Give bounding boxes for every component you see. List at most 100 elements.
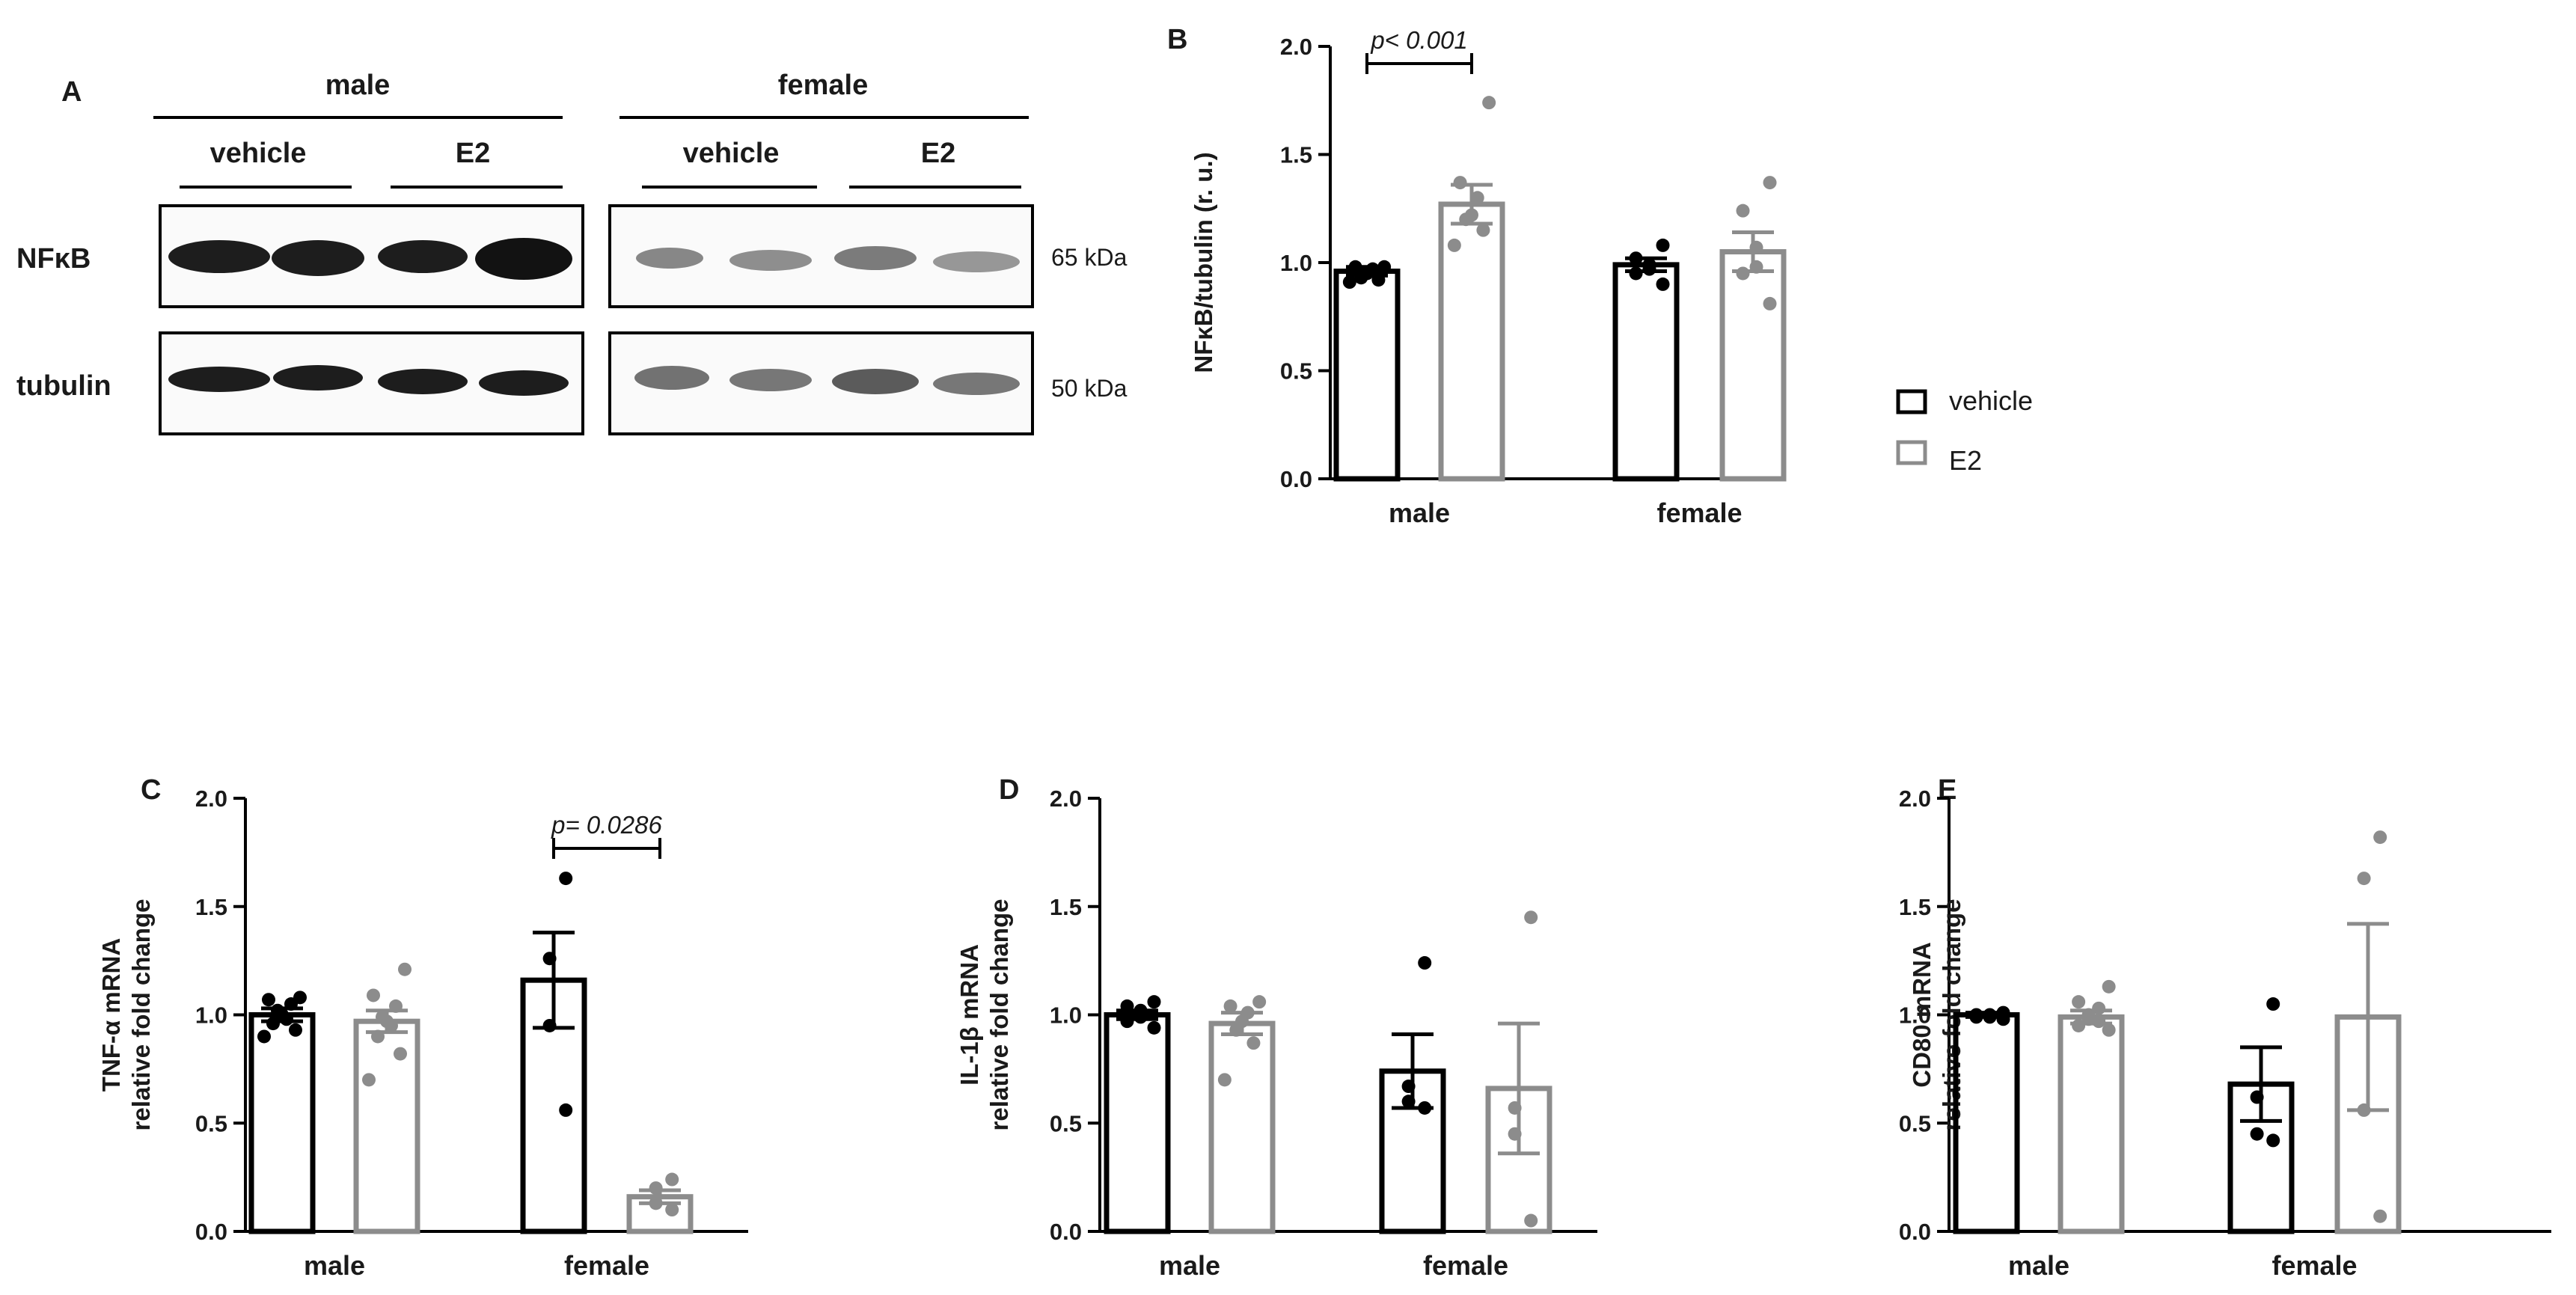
x-tick-label-female: female <box>564 1250 649 1281</box>
y-tick-label: 0.5 <box>1050 1110 1082 1136</box>
data-point <box>266 1017 280 1031</box>
data-point <box>559 1103 573 1117</box>
band-nfkb-male-e2-2 <box>475 238 572 280</box>
data-point <box>289 1023 302 1037</box>
y-axis-label: NFκB/tubulin (r. u.) <box>1190 152 1217 373</box>
y-axis-label-line: IL-1β mRNA <box>955 944 983 1086</box>
x-tick-label-male: male <box>1389 498 1450 528</box>
nfkb-row-label: NFκB <box>16 243 91 275</box>
data-point <box>2266 997 2280 1011</box>
x-tick-label-female: female <box>1423 1250 1508 1281</box>
male-e2-label: E2 <box>456 138 490 169</box>
data-point <box>257 1029 271 1044</box>
data-point <box>2373 830 2387 845</box>
data-point <box>1459 212 1473 227</box>
band-tub-female-vehicle-2 <box>729 369 812 391</box>
data-point <box>2250 1127 2264 1141</box>
data-point <box>1524 910 1538 925</box>
panel-label: D <box>999 774 1019 806</box>
data-point <box>1453 176 1467 190</box>
data-point <box>1348 260 1362 274</box>
data-point <box>394 1047 407 1061</box>
y-tick-label: 0.5 <box>1280 358 1312 385</box>
data-point <box>1377 260 1392 274</box>
y-axis-label-line: CD80 mRNA <box>1908 942 1936 1087</box>
x-tick-label-female: female <box>2271 1250 2357 1281</box>
chart-e: E 0.0 0.5 1.0 1.5 2.0 CD80 mRNArelative fold c… <box>1899 774 2551 1281</box>
data-point <box>1217 1073 1232 1087</box>
y-axis-label-line: relative fold change <box>127 899 155 1131</box>
data-point <box>1401 1080 1416 1094</box>
data-point <box>1147 1020 1161 1035</box>
y-tick-label: 0.0 <box>195 1219 227 1245</box>
data-point <box>1656 238 1670 252</box>
band-nfkb-female-e2-2 <box>933 251 1020 272</box>
legend-label-e2: E2 <box>1949 445 1982 476</box>
band-nfkb-female-vehicle-1 <box>636 248 703 269</box>
bar-e2-male <box>2058 1014 2125 1234</box>
data-point <box>1418 1100 1432 1115</box>
data-point <box>2102 1023 2116 1037</box>
data-point <box>1147 995 1161 1009</box>
y-tick-label: 1.0 <box>1899 1002 1931 1029</box>
tubulin-row-label: tubulin <box>16 370 111 402</box>
data-point <box>1736 266 1750 281</box>
data-point <box>1629 266 1643 281</box>
panel-label: E <box>1938 774 1957 806</box>
data-point <box>1763 176 1777 190</box>
chart-d: D 0.0 0.5 1.0 1.5 2.0 IL-1β mRNArelative fold … <box>955 774 1597 1281</box>
data-point <box>1749 240 1763 254</box>
x-tick-label-male: male <box>2008 1250 2069 1281</box>
group-female-label: female <box>778 70 868 101</box>
data-point <box>398 962 412 976</box>
data-point <box>1969 1010 1983 1024</box>
data-point <box>1983 1010 1997 1024</box>
data-point <box>1342 275 1356 290</box>
data-point <box>559 872 573 886</box>
p-value-label: p= 0.0286 <box>551 811 662 839</box>
y-tick-label: 1.0 <box>1280 250 1312 276</box>
data-point <box>1246 1036 1261 1050</box>
data-point <box>2081 1012 2096 1026</box>
legend: vehicle E2 <box>1896 385 2033 476</box>
blot-bands <box>168 238 1020 396</box>
y-tick-label: 1.5 <box>195 894 227 920</box>
data-point <box>1736 203 1750 218</box>
bar-e2-male <box>1208 1020 1276 1234</box>
data-point <box>1629 251 1643 266</box>
male-vehicle-label: vehicle <box>210 138 307 169</box>
tubulin-size-label: 50 kDa <box>1051 375 1128 402</box>
data-point <box>1223 999 1237 1013</box>
data-point <box>2357 1103 2371 1117</box>
band-tub-male-vehicle-1 <box>168 367 270 392</box>
data-point <box>1447 238 1461 252</box>
data-point <box>2266 1133 2280 1148</box>
bar-vehicle-female <box>1612 262 1680 482</box>
band-tub-male-e2-1 <box>378 369 468 394</box>
data-point <box>2092 1001 2106 1015</box>
data-point <box>2072 1018 2086 1032</box>
y-tick-label: 1.0 <box>195 1002 227 1029</box>
legend-label-vehicle: vehicle <box>1949 385 2033 416</box>
data-point <box>280 1012 293 1026</box>
data-point <box>2072 995 2086 1009</box>
y-tick-label: 2.0 <box>1050 786 1082 812</box>
y-tick-label: 2.0 <box>195 786 227 812</box>
data-point <box>1763 296 1777 310</box>
y-tick-label: 0.5 <box>1899 1110 1931 1136</box>
legend-swatch-vehicle <box>1896 389 1927 414</box>
y-tick-label: 1.5 <box>1050 894 1082 920</box>
data-point <box>1482 96 1496 110</box>
nfkb-size-label: 65 kDa <box>1051 244 1128 271</box>
data-point <box>385 1018 398 1032</box>
data-point <box>1120 999 1134 1013</box>
data-point <box>371 1029 385 1044</box>
y-axis-label-line: relative fold change <box>985 899 1013 1131</box>
y-tick-label: 2.0 <box>1280 34 1312 60</box>
group-male-label: male <box>325 70 391 101</box>
data-point <box>665 1203 679 1217</box>
data-point <box>2102 979 2116 994</box>
data-point <box>2092 1014 2106 1029</box>
data-point <box>665 1172 679 1187</box>
data-point <box>2373 1209 2387 1223</box>
